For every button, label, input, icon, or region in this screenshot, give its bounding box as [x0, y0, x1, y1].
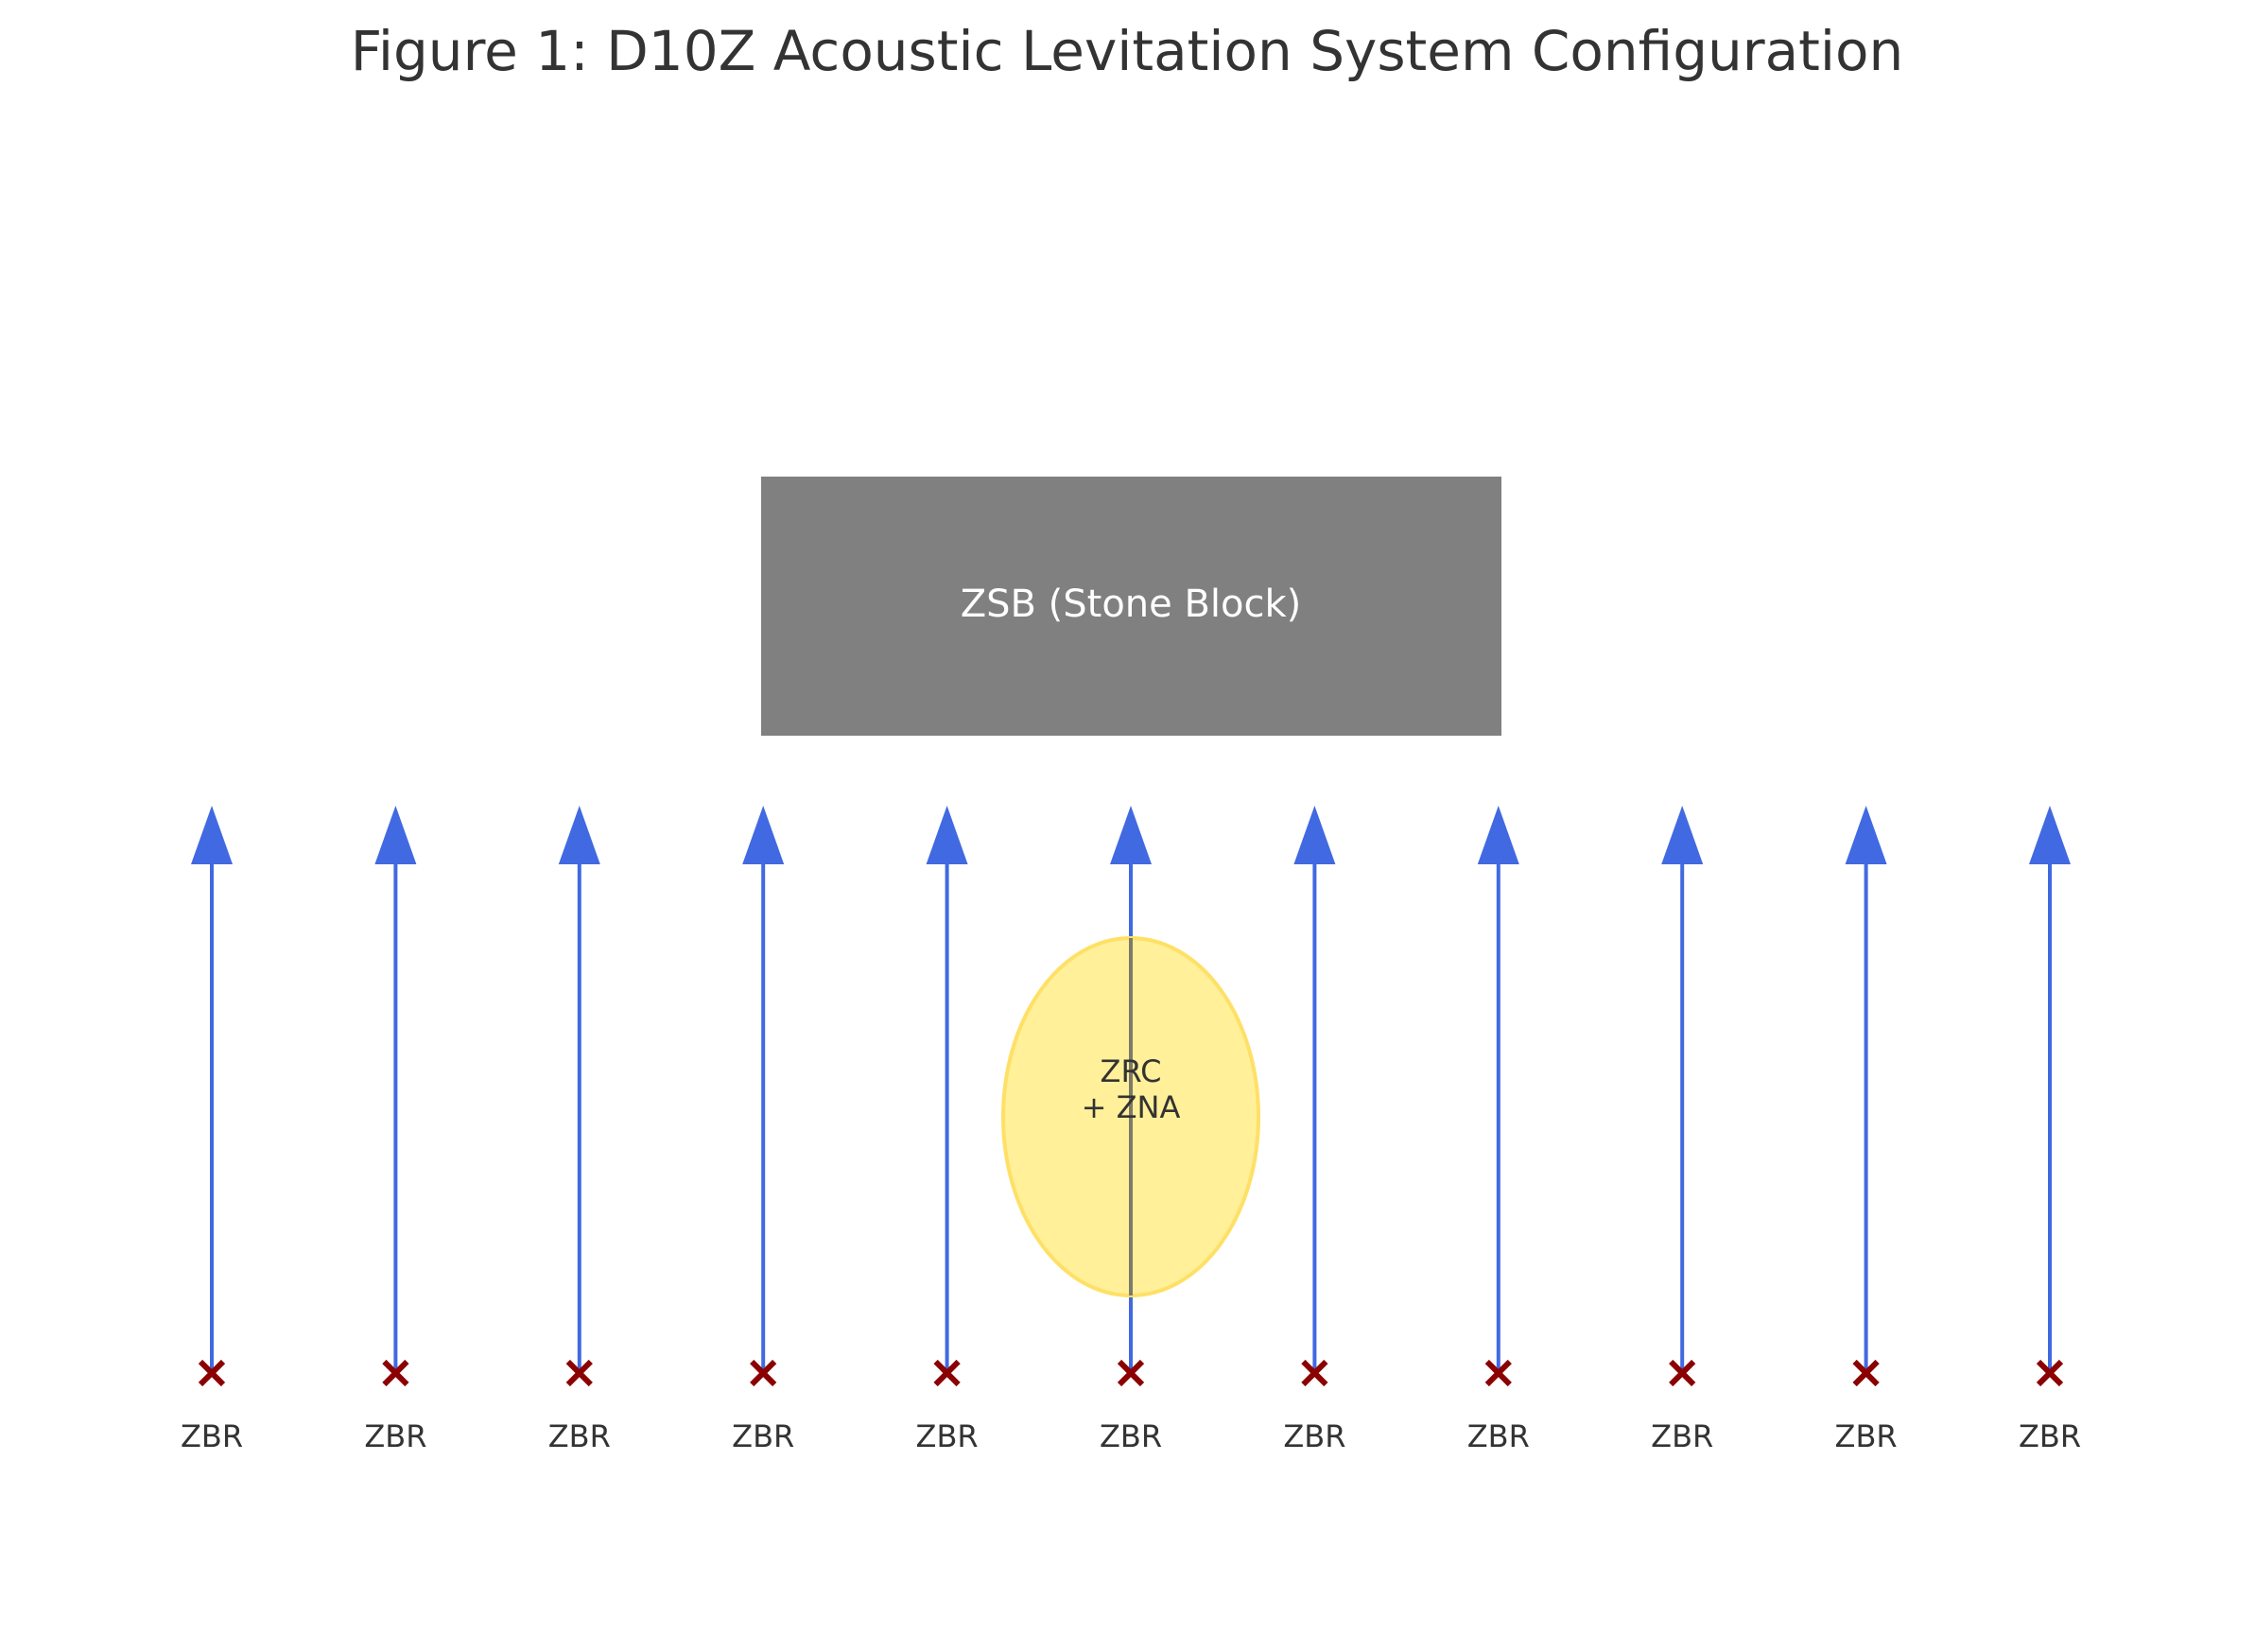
acoustic-beam — [191, 806, 233, 1373]
emitter-label: ZBR — [1100, 1418, 1162, 1454]
beam-arrow-head — [1661, 806, 1704, 864]
beam-arrow-head — [742, 806, 785, 864]
beam-arrow-head — [1477, 806, 1519, 864]
emitter-marker-icon — [750, 1359, 777, 1387]
beam-arrow-head — [926, 806, 968, 864]
stone-block: ZSB (Stone Block) — [761, 477, 1501, 736]
emitter-marker-icon — [1484, 1359, 1512, 1387]
emitter-marker-icon — [382, 1359, 409, 1387]
acoustic-beam — [558, 806, 600, 1373]
emitter: ZBR — [732, 1359, 794, 1454]
stone-block-rect — [761, 477, 1501, 736]
acoustic-beam — [1845, 806, 1887, 1373]
beam-arrow-head — [2029, 806, 2071, 864]
beam-arrow-head — [1845, 806, 1887, 864]
emitter: ZBR — [181, 1359, 243, 1454]
emitter: ZBR — [1651, 1359, 1713, 1454]
resonance-core-label: ZRC + ZNA — [1082, 1053, 1181, 1125]
emitter-label: ZBR — [732, 1418, 794, 1454]
emitter-array: ZBR ZBR ZBR ZBR ZBR ZBR ZBR ZBR ZBR ZBR ZBR — [181, 1359, 2081, 1454]
emitter: ZBR — [548, 1359, 611, 1454]
acoustic-beam — [2029, 806, 2071, 1373]
figure-title: Figure 1: D10Z Acoustic Levitation Syste… — [351, 19, 1904, 83]
emitter-label: ZBR — [548, 1418, 611, 1454]
acoustic-beam — [742, 806, 785, 1373]
emitter-label: ZBR — [1283, 1418, 1345, 1454]
acoustic-beam — [374, 806, 417, 1373]
emitter-label: ZBR — [1467, 1418, 1530, 1454]
beam-arrow-head — [1110, 806, 1152, 864]
acoustic-beam — [926, 806, 968, 1373]
emitter-label: ZBR — [2019, 1418, 2081, 1454]
core-label-line2: + ZNA — [1082, 1089, 1181, 1125]
stone-block-label: ZSB (Stone Block) — [961, 583, 1302, 626]
emitter-marker-icon — [1117, 1359, 1145, 1387]
emitter-marker-icon — [1852, 1359, 1880, 1387]
acoustic-beam — [1293, 806, 1336, 1373]
emitter-label: ZBR — [1651, 1418, 1713, 1454]
emitter-marker-icon — [565, 1359, 593, 1387]
emitter-label: ZBR — [181, 1418, 243, 1454]
emitter-marker-icon — [2036, 1359, 2064, 1387]
emitter: ZBR — [364, 1359, 426, 1454]
emitter-label: ZBR — [916, 1418, 979, 1454]
acoustic-beam — [1661, 806, 1704, 1373]
emitter: ZBR — [2019, 1359, 2081, 1454]
emitter-label: ZBR — [364, 1418, 426, 1454]
emitter: ZBR — [916, 1359, 979, 1454]
beam-arrow-head — [1293, 806, 1336, 864]
emitter-marker-icon — [198, 1359, 226, 1387]
emitter-marker-icon — [1669, 1359, 1696, 1387]
emitter: ZBR — [1100, 1359, 1162, 1454]
beam-arrow-head — [191, 806, 233, 864]
beam-arrow-head — [374, 806, 417, 864]
emitter-marker-icon — [1301, 1359, 1328, 1387]
emitter-marker-icon — [933, 1359, 961, 1387]
core-label-line1: ZRC — [1101, 1053, 1162, 1089]
emitter: ZBR — [1467, 1359, 1530, 1454]
acoustic-beam — [1477, 806, 1519, 1373]
emitter: ZBR — [1835, 1359, 1898, 1454]
emitter: ZBR — [1283, 1359, 1345, 1454]
beam-arrow-head — [558, 806, 600, 864]
emitter-label: ZBR — [1835, 1418, 1898, 1454]
